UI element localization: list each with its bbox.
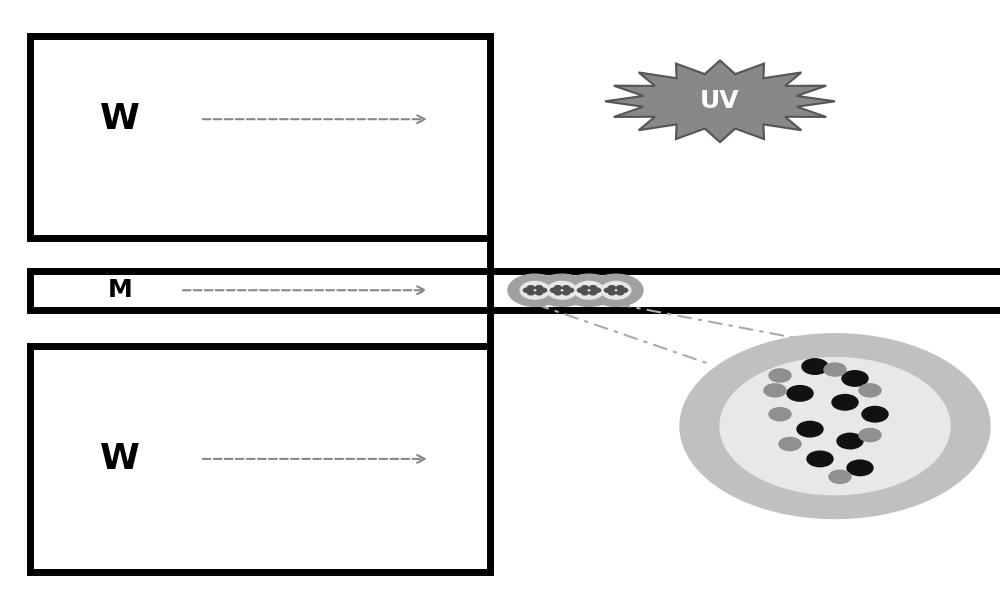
Text: UV: UV: [700, 89, 740, 113]
Circle shape: [527, 291, 534, 295]
Text: W: W: [100, 102, 140, 136]
Text: M: M: [108, 278, 132, 302]
Circle shape: [574, 281, 604, 299]
Circle shape: [842, 371, 868, 386]
Circle shape: [581, 291, 588, 295]
Circle shape: [621, 288, 628, 293]
Circle shape: [807, 451, 833, 467]
FancyBboxPatch shape: [30, 271, 490, 310]
Circle shape: [547, 281, 577, 299]
Circle shape: [787, 386, 813, 401]
Circle shape: [797, 421, 823, 437]
Circle shape: [824, 363, 846, 376]
Circle shape: [581, 285, 588, 290]
Circle shape: [590, 291, 597, 295]
Circle shape: [563, 285, 570, 290]
FancyBboxPatch shape: [30, 36, 490, 238]
Circle shape: [604, 288, 611, 293]
FancyBboxPatch shape: [30, 346, 490, 572]
Circle shape: [608, 285, 615, 290]
Circle shape: [536, 285, 543, 290]
Circle shape: [680, 334, 990, 519]
Circle shape: [577, 288, 584, 293]
Circle shape: [764, 384, 786, 397]
Circle shape: [520, 281, 550, 299]
Circle shape: [554, 285, 561, 290]
Circle shape: [769, 408, 791, 421]
Circle shape: [829, 470, 851, 483]
Text: W: W: [100, 442, 140, 476]
Circle shape: [590, 285, 597, 290]
Circle shape: [617, 291, 624, 295]
Circle shape: [859, 384, 881, 397]
Circle shape: [527, 285, 534, 290]
Circle shape: [508, 274, 562, 306]
Circle shape: [862, 406, 888, 422]
Circle shape: [567, 288, 574, 293]
Circle shape: [837, 433, 863, 449]
Circle shape: [832, 395, 858, 410]
Circle shape: [540, 288, 547, 293]
Circle shape: [847, 460, 873, 476]
Circle shape: [720, 358, 950, 495]
Circle shape: [594, 288, 601, 293]
Circle shape: [589, 274, 643, 306]
Circle shape: [601, 281, 631, 299]
Circle shape: [608, 291, 615, 295]
Circle shape: [550, 288, 557, 293]
Circle shape: [536, 291, 543, 295]
Polygon shape: [605, 60, 835, 142]
Circle shape: [859, 429, 881, 442]
Circle shape: [562, 274, 616, 306]
Circle shape: [535, 274, 589, 306]
Circle shape: [769, 369, 791, 382]
Circle shape: [779, 437, 801, 451]
Circle shape: [554, 291, 561, 295]
Circle shape: [523, 288, 530, 293]
Circle shape: [802, 359, 828, 374]
Circle shape: [617, 285, 624, 290]
Circle shape: [563, 291, 570, 295]
